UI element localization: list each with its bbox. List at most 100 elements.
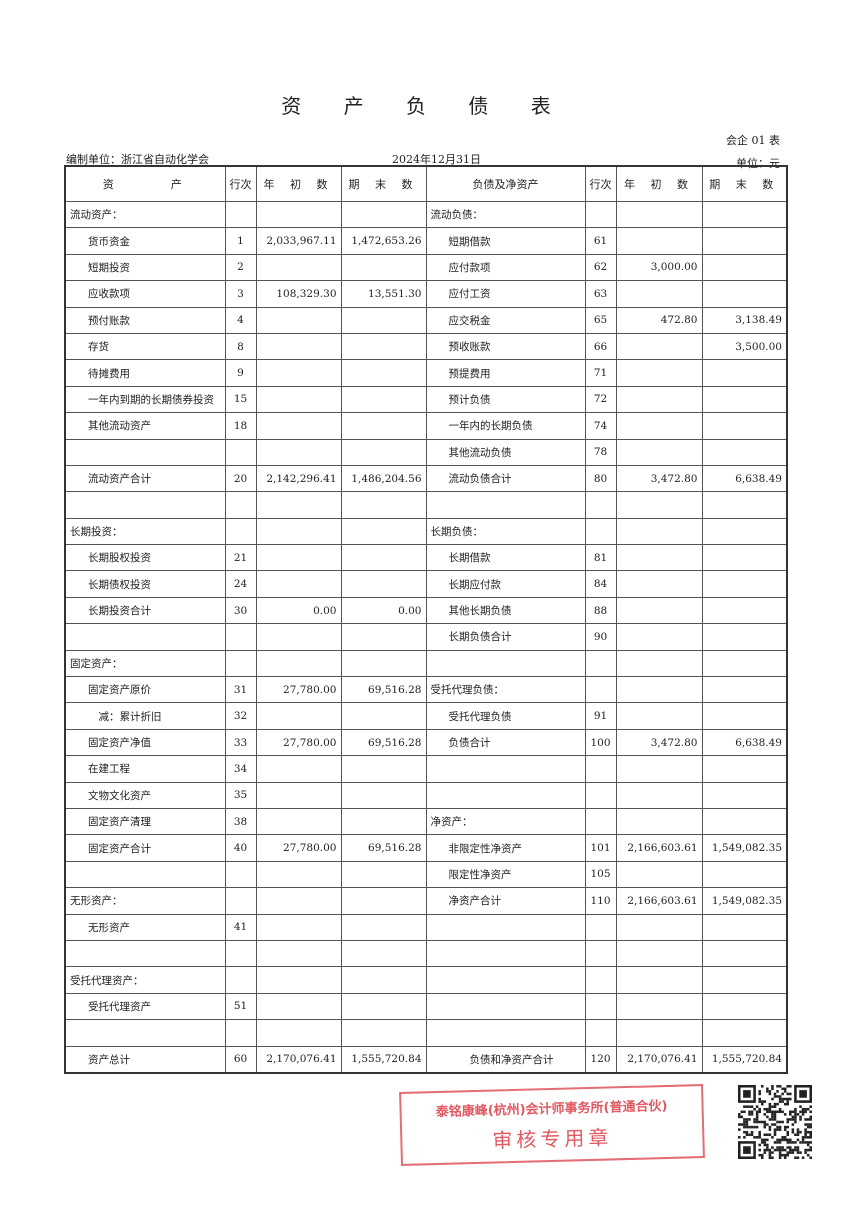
liability-closing-balance xyxy=(701,227,788,255)
asset-label xyxy=(64,438,226,466)
audit-stamp: 泰铭康峰(杭州)会计师事务所(普通合伙) 审核专用章 xyxy=(399,1084,705,1166)
liability-opening-balance xyxy=(615,227,703,255)
liability-closing-balance xyxy=(701,359,788,387)
liability-closing-balance: 3,138.49 xyxy=(701,306,788,334)
asset-closing-balance: 13,551.30 xyxy=(340,280,427,308)
liability-closing-balance: 1,549,082.35 xyxy=(701,834,788,862)
asset-opening-balance xyxy=(255,913,342,941)
asset-label xyxy=(64,623,226,651)
liability-opening-balance xyxy=(615,570,703,598)
asset-line-number: 2 xyxy=(224,253,257,282)
header-liabilities: 负债及净资产 xyxy=(425,165,586,202)
asset-opening-balance: 2,170,076.41 xyxy=(255,1045,342,1074)
asset-opening-balance xyxy=(255,781,342,809)
asset-closing-balance xyxy=(340,887,427,915)
liability-closing-balance xyxy=(701,570,788,598)
liability-label xyxy=(425,649,586,678)
asset-label: 无形资产 xyxy=(64,913,226,941)
liability-opening-balance xyxy=(615,385,703,414)
asset-label: 长期债权投资 xyxy=(64,570,226,598)
asset-opening-balance xyxy=(255,544,342,572)
asset-closing-balance xyxy=(340,913,427,941)
liability-line-number xyxy=(584,649,617,678)
asset-line-number xyxy=(224,966,257,994)
liability-line-number xyxy=(584,913,617,941)
table-row: 应收款项 3 108,329.30 13,551.30 应付工资 63 xyxy=(64,280,788,308)
liability-line-number: 71 xyxy=(584,359,617,387)
asset-label: 一年内到期的长期债券投资 xyxy=(64,385,226,414)
liability-closing-balance xyxy=(701,491,788,519)
asset-label xyxy=(64,491,226,519)
header-line: 行次 xyxy=(224,165,257,202)
asset-line-number: 33 xyxy=(224,728,257,757)
liability-closing-balance xyxy=(701,623,788,651)
liability-label xyxy=(425,755,586,783)
liability-opening-balance xyxy=(615,544,703,572)
table-body: 流动资产： 流动负债： 货币资金 1 2,033,967.11 1,472,653.26 短… xyxy=(64,200,788,1074)
asset-opening-balance xyxy=(255,412,342,440)
asset-closing-balance xyxy=(340,649,427,678)
asset-label: 文物文化资产 xyxy=(64,781,226,809)
asset-line-number xyxy=(224,517,257,546)
asset-label: 流动资产合计 xyxy=(64,464,226,493)
liability-opening-balance xyxy=(615,939,703,968)
asset-opening-balance xyxy=(255,649,342,678)
table-row: 在建工程 34 xyxy=(64,755,788,783)
table-row: 受托代理资产： xyxy=(64,966,788,994)
liability-line-number: 100 xyxy=(584,728,617,757)
liability-opening-balance: 3,472.80 xyxy=(615,728,703,757)
asset-closing-balance: 1,472,653.26 xyxy=(340,227,427,255)
asset-line-number: 32 xyxy=(224,702,257,730)
liability-closing-balance xyxy=(701,702,788,730)
table-row: 其他流动负债 78 xyxy=(64,438,788,466)
asset-line-number xyxy=(224,438,257,466)
asset-line-number xyxy=(224,939,257,968)
asset-opening-balance xyxy=(255,306,342,334)
table-row: 流动资产： 流动负债： xyxy=(64,200,788,229)
liability-opening-balance xyxy=(615,860,703,889)
liability-label: 应付款项 xyxy=(425,253,586,282)
asset-line-number: 60 xyxy=(224,1045,257,1074)
asset-opening-balance xyxy=(255,570,342,598)
asset-closing-balance xyxy=(340,781,427,809)
table-row: 其他流动资产 18 一年内的长期负债 74 xyxy=(64,412,788,440)
asset-line-number xyxy=(224,200,257,229)
liability-label xyxy=(425,966,586,994)
liability-closing-balance xyxy=(701,913,788,941)
liability-line-number: 61 xyxy=(584,227,617,255)
table-row: 长期负债合计 90 xyxy=(64,623,788,651)
liability-opening-balance xyxy=(615,992,703,1021)
table-row: 一年内到期的长期债券投资 15 预计负债 72 xyxy=(64,385,788,414)
asset-opening-balance xyxy=(255,438,342,466)
liability-closing-balance xyxy=(701,860,788,889)
table-row: 固定资产合计 40 27,780.00 69,516.28 非限定性净资产 101 2,16… xyxy=(64,834,788,862)
liability-line-number: 101 xyxy=(584,834,617,862)
liability-opening-balance: 2,170,076.41 xyxy=(615,1045,703,1074)
asset-line-number: 4 xyxy=(224,306,257,334)
liability-label xyxy=(425,913,586,941)
asset-line-number: 15 xyxy=(224,385,257,414)
liability-closing-balance: 6,638.49 xyxy=(701,728,788,757)
liability-line-number: 110 xyxy=(584,887,617,915)
liability-line-number: 80 xyxy=(584,464,617,493)
asset-closing-balance: 69,516.28 xyxy=(340,728,427,757)
asset-label xyxy=(64,860,226,889)
asset-line-number: 24 xyxy=(224,570,257,598)
liability-closing-balance xyxy=(701,280,788,308)
liability-opening-balance xyxy=(615,781,703,809)
liability-label: 非限定性净资产 xyxy=(425,834,586,862)
liability-opening-balance: 2,166,603.61 xyxy=(615,834,703,862)
liability-line-number: 120 xyxy=(584,1045,617,1074)
liability-label: 受托代理负债 xyxy=(425,702,586,730)
asset-opening-balance: 2,033,967.11 xyxy=(255,227,342,255)
liability-label: 负债和净资产合计 xyxy=(425,1045,586,1074)
header-assets: 资 产 xyxy=(64,165,226,202)
liability-closing-balance xyxy=(701,755,788,783)
page-title: 资 产 负 债 表 xyxy=(281,94,569,118)
header-opening: 年 初 数 xyxy=(615,165,703,202)
asset-label: 流动资产： xyxy=(64,200,226,229)
liability-opening-balance xyxy=(615,1019,703,1047)
liability-opening-balance xyxy=(615,359,703,387)
liability-line-number xyxy=(584,992,617,1021)
table-header: 资 产 行次 年 初 数 期 末 数 负债及净资产 行次 年 初 数 期 末 数 xyxy=(64,165,788,202)
